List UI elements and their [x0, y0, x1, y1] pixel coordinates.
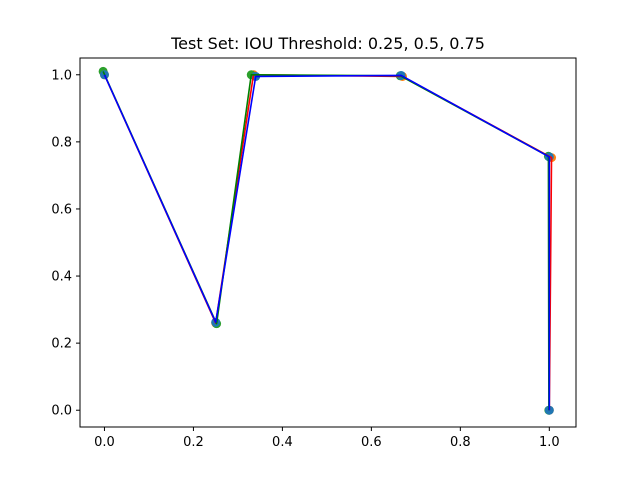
y-tick-label: 0.2: [51, 337, 72, 352]
plot-frame: [79, 57, 577, 428]
y-tick-label: 1.0: [51, 68, 72, 83]
x-tick-label: 0.2: [183, 435, 204, 450]
x-tick-label: 0.4: [272, 435, 293, 450]
x-tick-label: 0.6: [361, 435, 382, 450]
y-tick-label: 0.0: [51, 404, 72, 419]
y-tick-label: 0.6: [51, 202, 72, 217]
x-tick-label: 0.0: [94, 435, 115, 450]
series-layer: [98, 66, 557, 415]
axes-layer: 0.0 0.2 0.4 0.6 0.8 1.0 0.0 0.2 0.4 0.6 0.8 1.0: [51, 68, 559, 450]
x-tick-label: 0.8: [450, 435, 471, 450]
series-2-line: [103, 74, 551, 411]
x-tick-label: 1.0: [539, 435, 560, 450]
chart-title: Test Set: IOU Threshold: 0.25, 0.5, 0.75: [170, 34, 485, 53]
y-tick-label: 0.8: [51, 135, 72, 150]
plot-area: [80, 58, 576, 427]
y-tick-label: 0.4: [51, 270, 72, 285]
